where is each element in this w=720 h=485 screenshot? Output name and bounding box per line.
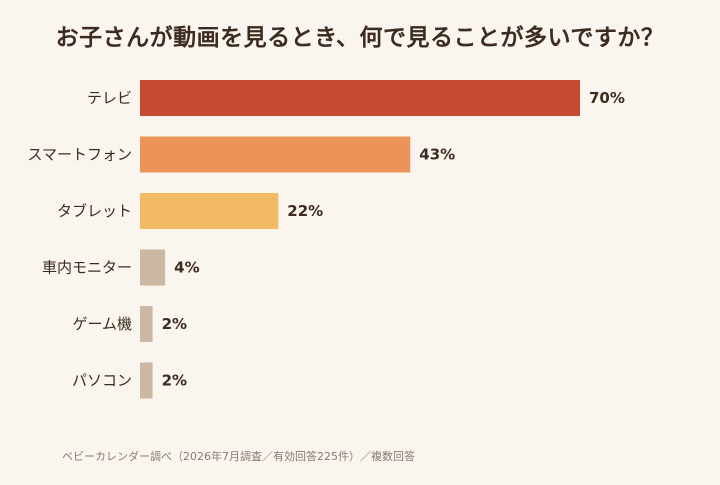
source-note: ベビーカレンダー調べ（2026年7月調査／有効回答225件）／複数回答 (62, 450, 415, 463)
chart-title: お子さんが動画を見るとき、何で見ることが多いですか？ (55, 25, 665, 51)
bar (140, 80, 580, 116)
bar (140, 193, 279, 229)
value-label: 43% (419, 146, 455, 164)
value-label: 2% (162, 372, 187, 390)
bar (140, 136, 411, 173)
value-label: 22% (287, 202, 323, 220)
category-label: パソコン (72, 372, 132, 390)
bar (140, 362, 153, 399)
bar (140, 306, 153, 342)
value-label: 4% (174, 259, 199, 277)
value-label: 2% (162, 315, 187, 333)
category-label: タブレット (57, 202, 132, 220)
category-label: 車内モニター (42, 259, 132, 277)
category-label: テレビ (87, 89, 132, 107)
category-label: ゲーム機 (72, 315, 132, 333)
bar (140, 249, 166, 286)
value-label: 70% (589, 89, 625, 107)
category-label: スマートフォン (27, 146, 132, 164)
